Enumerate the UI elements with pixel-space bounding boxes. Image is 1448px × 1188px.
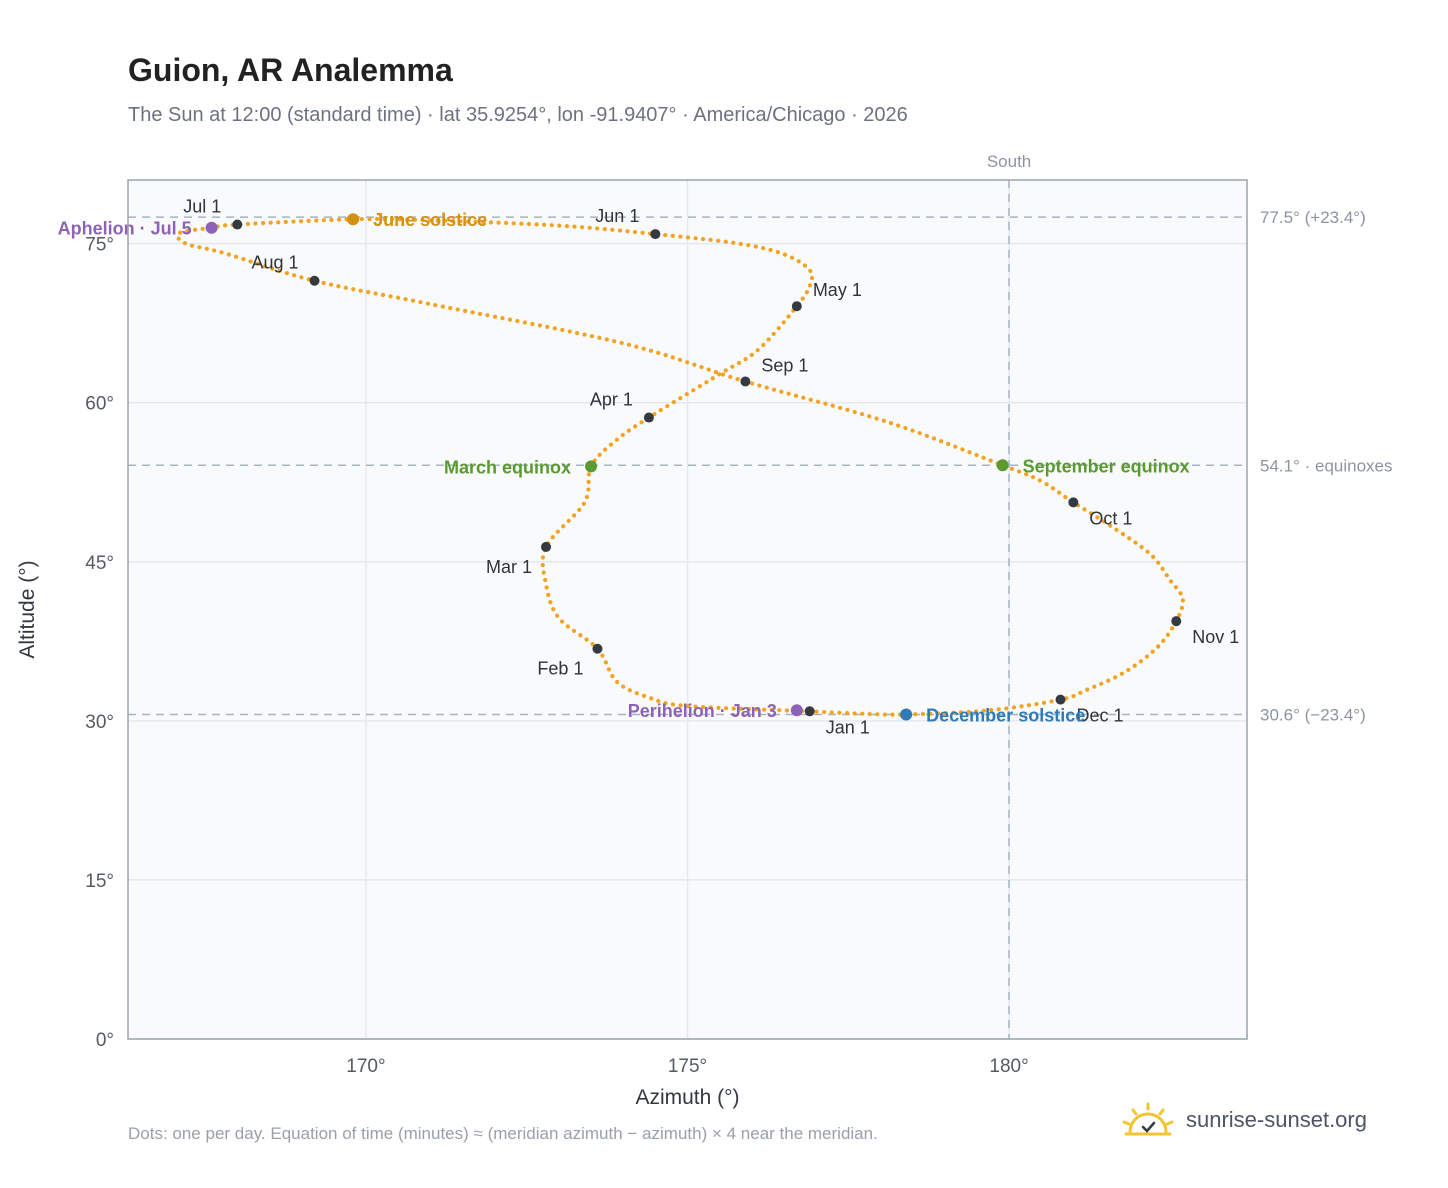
y-axis-label: Altitude (°) bbox=[16, 560, 39, 658]
brand-name: sunrise-sunset.org bbox=[1186, 1107, 1367, 1132]
event-marker-dot bbox=[900, 708, 913, 721]
month-marker-dot bbox=[1055, 694, 1066, 705]
reference-line-label: 30.6° (−23.4°) bbox=[1260, 705, 1366, 724]
event-marker-dot bbox=[205, 221, 218, 234]
month-marker-label: Apr 1 bbox=[590, 390, 633, 410]
month-marker-dot bbox=[804, 706, 815, 717]
footnote: Dots: one per day. Equation of time (min… bbox=[128, 1124, 878, 1143]
month-marker-dot bbox=[740, 376, 751, 387]
sun-logo-icon bbox=[1122, 1102, 1174, 1136]
event-marker-label: September equinox bbox=[1023, 456, 1190, 476]
analemma-daily-dots bbox=[175, 216, 1185, 717]
event-markers: June solstice March equinox September equi… bbox=[58, 210, 1190, 725]
month-marker-label: Jul 1 bbox=[183, 197, 221, 217]
month-marker-label: Jun 1 bbox=[595, 206, 639, 226]
brand[interactable]: sunrise-sunset.org bbox=[1120, 1100, 1367, 1140]
reference-line-label: 77.5° (+23.4°) bbox=[1260, 208, 1366, 227]
axes: 0° 15° 30° 45° 60° 75° 170° 175° 180° Azimuth (°)… bbox=[16, 235, 1029, 1109]
x-tick-label: 180° bbox=[989, 1056, 1028, 1077]
month-marker-dot bbox=[1171, 616, 1182, 627]
y-tick-label: 30° bbox=[85, 712, 114, 733]
reference-lines: South 77.5° (+23.4°) 54.1° · equinoxes 30.6… bbox=[128, 152, 1393, 1039]
month-marker-label: Dec 1 bbox=[1077, 706, 1124, 726]
month-marker-dot bbox=[309, 275, 320, 286]
month-marker-label: Jan 1 bbox=[826, 717, 870, 737]
event-marker-label: June solstice bbox=[373, 210, 487, 230]
month-marker-dot bbox=[643, 412, 654, 423]
month-marker-dot bbox=[1068, 497, 1079, 508]
page-title: Guion, AR Analemma bbox=[128, 52, 453, 88]
x-tick-label: 175° bbox=[668, 1056, 707, 1077]
event-marker-dot bbox=[347, 213, 360, 226]
y-tick-label: 75° bbox=[85, 235, 114, 256]
event-marker-label: Aphelion · Jul 5 bbox=[58, 219, 192, 239]
month-markers: Jan 1 Feb 1 Mar 1 Apr 1 May 1 Jun 1 Jul 1 Aug 1… bbox=[183, 197, 1239, 738]
month-marker-label: Mar 1 bbox=[486, 557, 532, 577]
month-marker-label: Oct 1 bbox=[1089, 508, 1132, 528]
month-marker-label: Nov 1 bbox=[1192, 627, 1239, 647]
event-marker-dot bbox=[996, 459, 1009, 472]
page-subtitle: The Sun at 12:00 (standard time) · lat 3… bbox=[128, 104, 908, 126]
month-marker-label: Sep 1 bbox=[761, 355, 808, 375]
event-marker-dot bbox=[585, 460, 598, 473]
month-marker-dot bbox=[650, 229, 661, 240]
month-marker-dot bbox=[592, 643, 603, 654]
month-marker-label: Feb 1 bbox=[537, 659, 583, 679]
event-marker-label: Perihelion · Jan 3 bbox=[628, 701, 777, 721]
month-marker-label: Aug 1 bbox=[251, 253, 298, 273]
x-tick-label: 170° bbox=[346, 1056, 385, 1077]
y-tick-label: 0° bbox=[96, 1030, 114, 1051]
y-tick-label: 15° bbox=[85, 871, 114, 892]
y-tick-label: 45° bbox=[85, 553, 114, 574]
event-marker-label: December solstice bbox=[926, 705, 1085, 725]
x-axis-label: Azimuth (°) bbox=[635, 1086, 739, 1109]
month-marker-dot bbox=[541, 541, 552, 552]
event-marker-dot bbox=[790, 704, 803, 717]
reference-line-label: 54.1° · equinoxes bbox=[1260, 456, 1393, 475]
event-marker-label: March equinox bbox=[444, 457, 571, 477]
month-marker-label: May 1 bbox=[813, 280, 862, 300]
plot-frame bbox=[127, 179, 1248, 1040]
south-label: South bbox=[987, 152, 1031, 171]
y-tick-label: 60° bbox=[85, 394, 114, 415]
month-marker-dot bbox=[232, 219, 243, 230]
analemma-path bbox=[175, 216, 1185, 717]
month-marker-dot bbox=[791, 301, 802, 312]
